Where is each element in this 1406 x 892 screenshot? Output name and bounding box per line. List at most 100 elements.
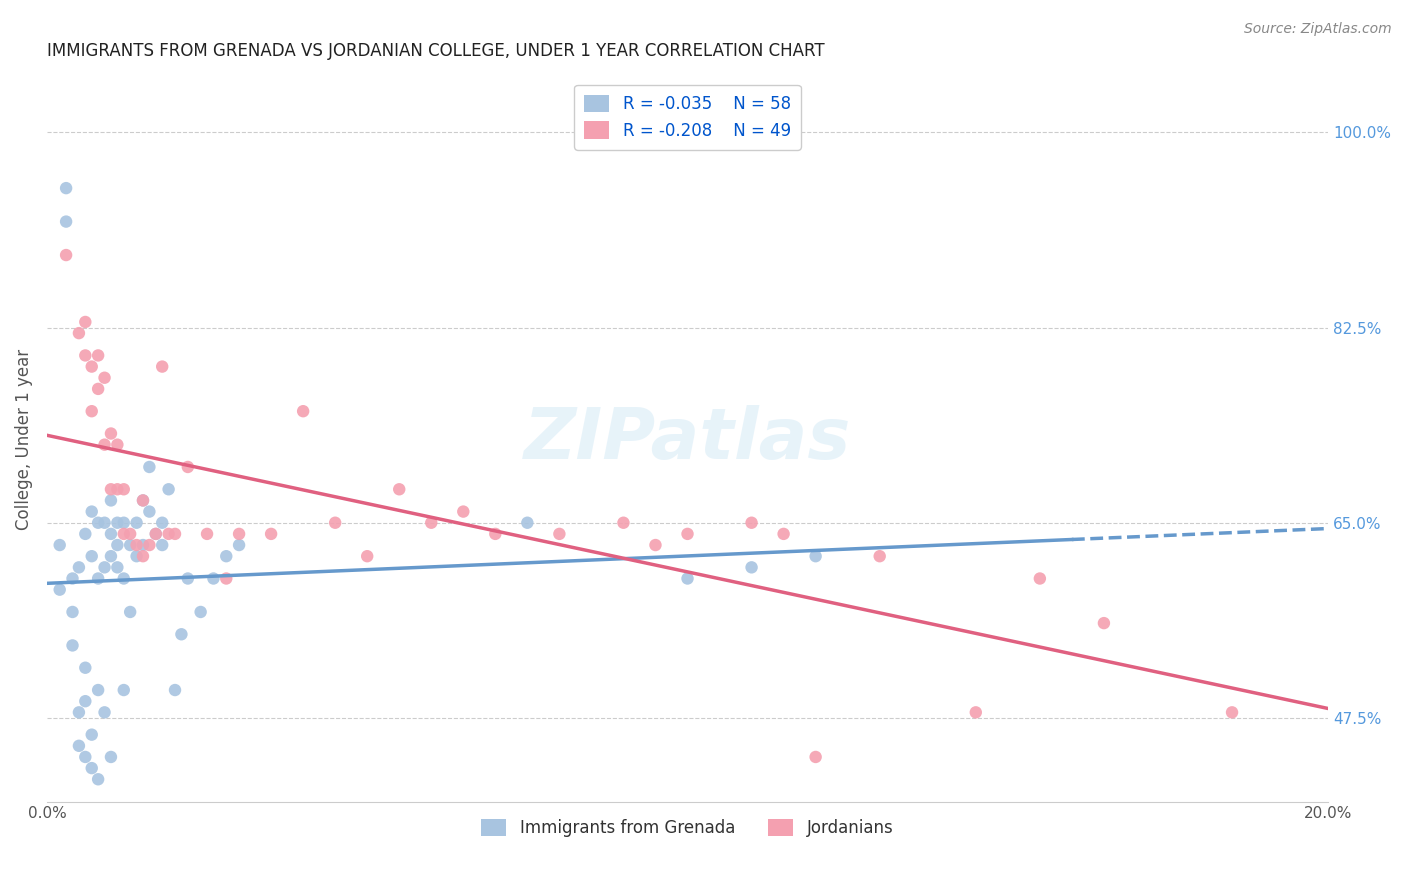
Point — [80, 359, 103, 374]
Point — [75, 527, 97, 541]
Y-axis label: College, Under 1 year: College, Under 1 year — [15, 349, 32, 530]
Point — [112, 527, 135, 541]
Point — [62, 572, 84, 586]
Point — [741, 516, 763, 530]
Point — [132, 538, 155, 552]
Point — [177, 572, 200, 586]
Point — [420, 516, 443, 530]
Point — [157, 483, 180, 497]
Point — [612, 516, 634, 530]
Point — [292, 404, 315, 418]
Point — [100, 549, 122, 564]
Point — [80, 549, 103, 564]
Point — [75, 315, 97, 329]
Point — [676, 527, 699, 541]
Point — [138, 460, 160, 475]
Point — [150, 516, 173, 530]
Point — [55, 248, 77, 262]
Point — [87, 348, 110, 362]
Point — [87, 516, 110, 530]
Point — [105, 516, 128, 530]
Point — [75, 661, 97, 675]
Point — [145, 527, 167, 541]
Point — [215, 549, 238, 564]
Point — [195, 527, 218, 541]
Point — [93, 516, 115, 530]
Point — [105, 560, 128, 574]
Text: IMMIGRANTS FROM GRENADA VS JORDANIAN COLLEGE, UNDER 1 YEAR CORRELATION CHART: IMMIGRANTS FROM GRENADA VS JORDANIAN COL… — [46, 42, 824, 60]
Point — [157, 527, 180, 541]
Point — [87, 572, 110, 586]
Point — [67, 560, 90, 574]
Point — [120, 605, 142, 619]
Point — [100, 483, 122, 497]
Point — [100, 426, 122, 441]
Point — [105, 483, 128, 497]
Point — [804, 750, 827, 764]
Point — [80, 761, 103, 775]
Point — [62, 605, 84, 619]
Point — [112, 683, 135, 698]
Point — [228, 538, 250, 552]
Point — [260, 527, 283, 541]
Point — [388, 483, 411, 497]
Point — [125, 549, 148, 564]
Point — [741, 560, 763, 574]
Point — [87, 772, 110, 787]
Point — [202, 572, 225, 586]
Point — [1092, 616, 1115, 631]
Point — [120, 527, 142, 541]
Point — [170, 627, 193, 641]
Point — [67, 706, 90, 720]
Point — [163, 683, 186, 698]
Point — [138, 505, 160, 519]
Point — [965, 706, 987, 720]
Point — [105, 538, 128, 552]
Point — [67, 739, 90, 753]
Point — [1029, 572, 1052, 586]
Point — [132, 493, 155, 508]
Point — [48, 582, 70, 597]
Point — [100, 527, 122, 541]
Point — [145, 527, 167, 541]
Point — [80, 404, 103, 418]
Point — [55, 214, 77, 228]
Point — [112, 516, 135, 530]
Point — [163, 527, 186, 541]
Legend: Immigrants from Grenada, Jordanians: Immigrants from Grenada, Jordanians — [475, 813, 900, 844]
Point — [772, 527, 794, 541]
Text: Source: ZipAtlas.com: Source: ZipAtlas.com — [1244, 22, 1392, 37]
Point — [87, 683, 110, 698]
Point — [80, 505, 103, 519]
Point — [62, 639, 84, 653]
Point — [150, 538, 173, 552]
Point — [75, 750, 97, 764]
Point — [120, 538, 142, 552]
Point — [112, 572, 135, 586]
Point — [323, 516, 346, 530]
Point — [1220, 706, 1243, 720]
Point — [112, 483, 135, 497]
Point — [48, 538, 70, 552]
Point — [190, 605, 212, 619]
Point — [125, 538, 148, 552]
Point — [132, 493, 155, 508]
Point — [228, 527, 250, 541]
Point — [644, 538, 666, 552]
Point — [87, 382, 110, 396]
Point — [516, 516, 538, 530]
Point — [356, 549, 378, 564]
Point — [132, 549, 155, 564]
Point — [75, 348, 97, 362]
Point — [453, 505, 475, 519]
Point — [75, 694, 97, 708]
Point — [93, 370, 115, 384]
Point — [93, 437, 115, 451]
Point — [215, 572, 238, 586]
Point — [100, 750, 122, 764]
Point — [93, 560, 115, 574]
Point — [138, 538, 160, 552]
Point — [55, 181, 77, 195]
Point — [93, 706, 115, 720]
Point — [150, 359, 173, 374]
